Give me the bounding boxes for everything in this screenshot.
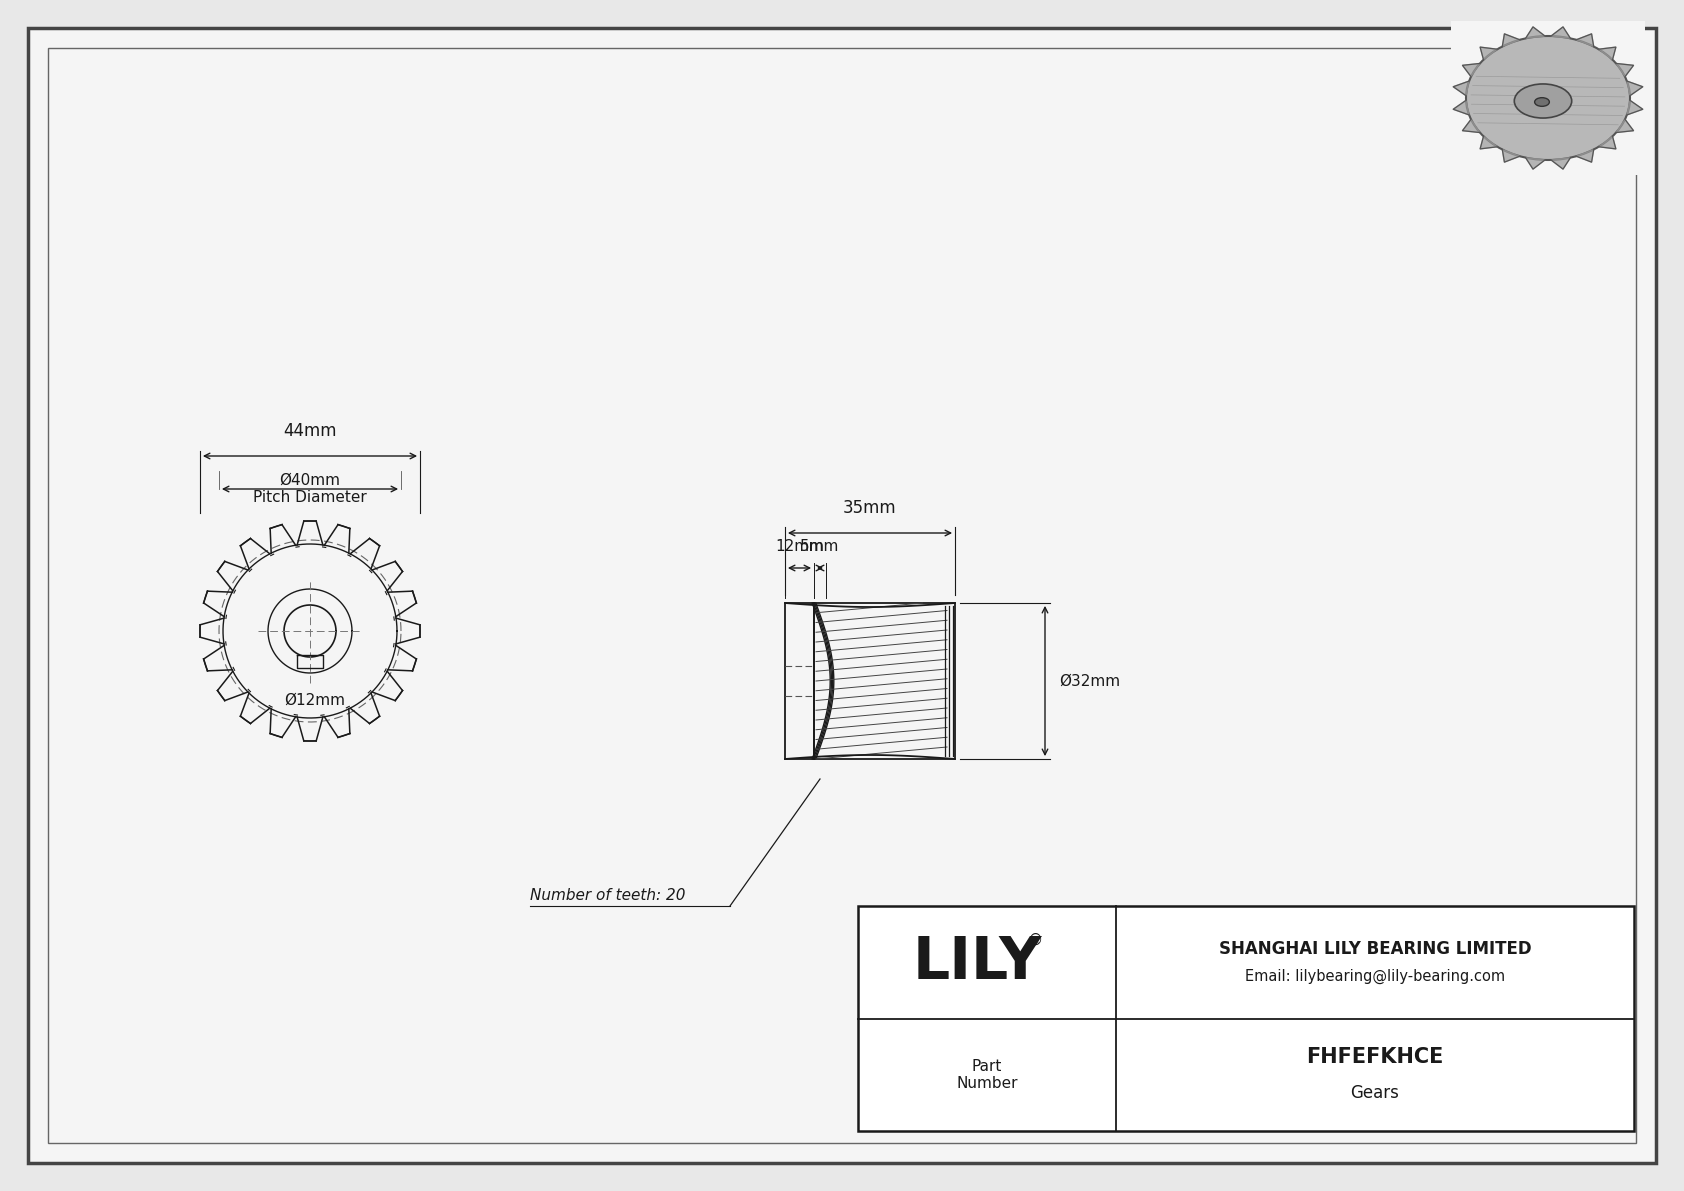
Polygon shape (1617, 63, 1633, 76)
Text: Pitch Diameter: Pitch Diameter (253, 491, 367, 505)
Polygon shape (1526, 157, 1544, 169)
Polygon shape (1551, 157, 1571, 169)
Polygon shape (1526, 27, 1544, 38)
Bar (859, 906, 1633, 1131)
Text: ®: ® (1027, 933, 1042, 948)
Text: FHFEFKHCE: FHFEFKHCE (1307, 1047, 1443, 1067)
Polygon shape (1598, 48, 1617, 60)
Polygon shape (1453, 100, 1468, 116)
Polygon shape (1627, 100, 1644, 116)
Polygon shape (1617, 119, 1633, 132)
Polygon shape (1502, 150, 1519, 162)
Bar (1452, 21, 1645, 175)
Text: Email: lilybearing@lily-bearing.com: Email: lilybearing@lily-bearing.com (1244, 969, 1505, 984)
Text: 35mm: 35mm (844, 499, 898, 517)
Polygon shape (1502, 33, 1519, 46)
Text: 44mm: 44mm (283, 422, 337, 439)
Ellipse shape (1514, 83, 1571, 118)
Polygon shape (1627, 81, 1644, 95)
Text: SHANGHAI LILY BEARING LIMITED: SHANGHAI LILY BEARING LIMITED (1219, 940, 1531, 958)
Bar (785, 603, 813, 759)
Polygon shape (1551, 27, 1571, 38)
Text: Number of teeth: 20: Number of teeth: 20 (530, 888, 685, 904)
Polygon shape (1576, 150, 1593, 162)
Text: Ø32mm: Ø32mm (1059, 673, 1120, 688)
Polygon shape (1453, 81, 1468, 95)
Bar (813, 603, 955, 759)
Text: 12mm: 12mm (775, 540, 823, 554)
Polygon shape (1576, 33, 1593, 46)
Polygon shape (1598, 136, 1617, 149)
Text: 5mm: 5mm (800, 540, 840, 554)
Polygon shape (1480, 48, 1497, 60)
Ellipse shape (1534, 98, 1549, 106)
Polygon shape (1480, 136, 1497, 149)
Text: Ø12mm: Ø12mm (285, 692, 345, 707)
Text: LILY: LILY (913, 934, 1042, 991)
Polygon shape (1462, 63, 1480, 76)
Ellipse shape (1467, 36, 1630, 160)
Text: Part
Number: Part Number (957, 1059, 1017, 1091)
Text: Ø40mm: Ø40mm (280, 473, 340, 487)
Polygon shape (1462, 119, 1480, 132)
Text: Gears: Gears (1351, 1084, 1399, 1102)
